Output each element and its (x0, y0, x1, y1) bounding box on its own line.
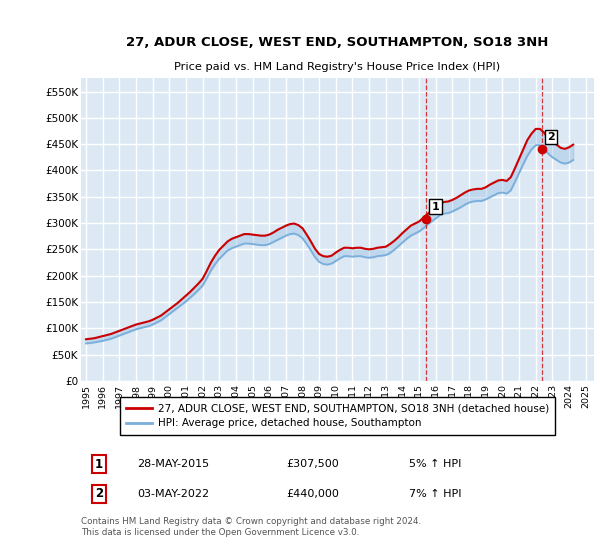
Text: £307,500: £307,500 (286, 459, 339, 469)
Text: 28-MAY-2015: 28-MAY-2015 (137, 459, 209, 469)
Text: £440,000: £440,000 (286, 489, 339, 499)
Text: 7% ↑ HPI: 7% ↑ HPI (409, 489, 462, 499)
Text: 2: 2 (95, 487, 103, 501)
Legend: 27, ADUR CLOSE, WEST END, SOUTHAMPTON, SO18 3NH (detached house), HPI: Average p: 27, ADUR CLOSE, WEST END, SOUTHAMPTON, S… (120, 397, 555, 435)
Text: 27, ADUR CLOSE, WEST END, SOUTHAMPTON, SO18 3NH: 27, ADUR CLOSE, WEST END, SOUTHAMPTON, S… (127, 35, 548, 49)
Text: 2: 2 (547, 132, 555, 142)
Text: Price paid vs. HM Land Registry's House Price Index (HPI): Price paid vs. HM Land Registry's House … (175, 62, 500, 72)
Text: 03-MAY-2022: 03-MAY-2022 (137, 489, 209, 499)
Text: 1: 1 (95, 458, 103, 471)
Text: 1: 1 (431, 202, 439, 212)
Text: Contains HM Land Registry data © Crown copyright and database right 2024.
This d: Contains HM Land Registry data © Crown c… (81, 517, 421, 536)
Text: 5% ↑ HPI: 5% ↑ HPI (409, 459, 461, 469)
